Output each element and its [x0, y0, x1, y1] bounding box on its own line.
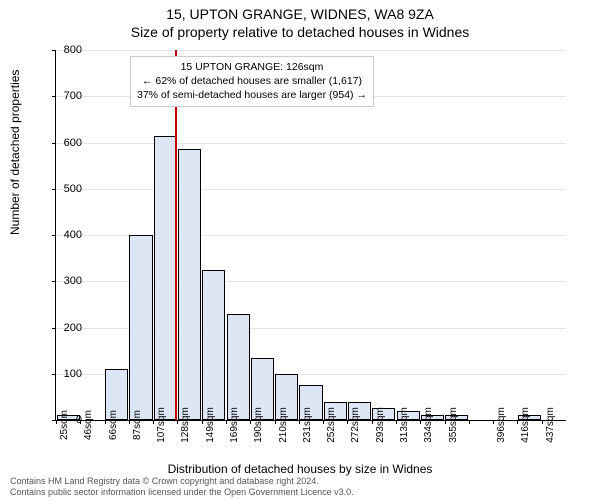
xtick-mark: [323, 420, 324, 424]
y-axis-label: Number of detached properties: [8, 70, 22, 235]
xtick-mark: [420, 420, 421, 424]
ytick-label: 700: [52, 90, 82, 102]
histogram-bar: [129, 235, 152, 420]
annotation-line2: ← 62% of detached houses are smaller (1,…: [137, 74, 367, 88]
xtick-mark: [202, 420, 203, 424]
xtick-mark: [542, 420, 543, 424]
chart-container: 15, UPTON GRANGE, WIDNES, WA8 9ZA Size o…: [0, 0, 600, 500]
xtick-mark: [396, 420, 397, 424]
sub-title: Size of property relative to detached ho…: [0, 22, 600, 40]
xtick-label: 169sqm: [229, 407, 240, 443]
xtick-label: 190sqm: [253, 407, 264, 443]
ytick-label: 600: [52, 137, 82, 149]
annotation-box: 15 UPTON GRANGE: 126sqm ← 62% of detache…: [130, 56, 374, 107]
xtick-label: 149sqm: [205, 407, 216, 443]
xtick-label: 313sqm: [399, 407, 410, 443]
xtick-label: 272sqm: [350, 407, 361, 443]
xtick-label: 293sqm: [375, 407, 386, 443]
main-title: 15, UPTON GRANGE, WIDNES, WA8 9ZA: [0, 0, 600, 22]
ytick-label: 200: [52, 322, 82, 334]
xtick-mark: [493, 420, 494, 424]
xtick-label: 396sqm: [496, 407, 507, 443]
xtick-mark: [469, 420, 470, 424]
annotation-line1: 15 UPTON GRANGE: 126sqm: [137, 60, 367, 74]
xtick-label: 231sqm: [302, 407, 313, 443]
xtick-label: 87sqm: [132, 410, 143, 440]
xtick-label: 46sqm: [83, 410, 94, 440]
ytick-label: 500: [52, 183, 82, 195]
histogram-bar: [227, 314, 250, 420]
xtick-mark: [177, 420, 178, 424]
xtick-mark: [517, 420, 518, 424]
ytick-label: 100: [52, 368, 82, 380]
histogram-bar: [178, 149, 201, 420]
histogram-bar: [202, 270, 225, 420]
xtick-mark: [153, 420, 154, 424]
ytick-label: 400: [52, 229, 82, 241]
annotation-line3: 37% of semi-detached houses are larger (…: [137, 88, 367, 102]
xtick-label: 128sqm: [180, 407, 191, 443]
x-axis-label: Distribution of detached houses by size …: [0, 462, 600, 476]
gridline: [56, 143, 566, 144]
xtick-label: 107sqm: [156, 407, 167, 443]
xtick-label: 416sqm: [520, 407, 531, 443]
xtick-mark: [105, 420, 106, 424]
xtick-mark: [250, 420, 251, 424]
xtick-label: 334sqm: [423, 407, 434, 443]
xtick-mark: [445, 420, 446, 424]
xtick-label: 252sqm: [326, 407, 337, 443]
gridline: [56, 189, 566, 190]
copyright-line1: Contains HM Land Registry data © Crown c…: [10, 476, 354, 487]
xtick-label: 210sqm: [278, 407, 289, 443]
xtick-mark: [347, 420, 348, 424]
gridline: [56, 50, 566, 51]
xtick-mark: [372, 420, 373, 424]
xtick-mark: [226, 420, 227, 424]
xtick-label: 355sqm: [448, 407, 459, 443]
copyright: Contains HM Land Registry data © Crown c…: [10, 476, 354, 498]
ytick-label: 300: [52, 275, 82, 287]
xtick-mark: [299, 420, 300, 424]
ytick-label: 0: [52, 414, 82, 426]
xtick-mark: [275, 420, 276, 424]
xtick-mark: [129, 420, 130, 424]
xtick-label: 437sqm: [545, 407, 556, 443]
copyright-line2: Contains public sector information licen…: [10, 487, 354, 498]
ytick-label: 800: [52, 44, 82, 56]
histogram-bar: [154, 136, 177, 420]
xtick-label: 66sqm: [108, 410, 119, 440]
